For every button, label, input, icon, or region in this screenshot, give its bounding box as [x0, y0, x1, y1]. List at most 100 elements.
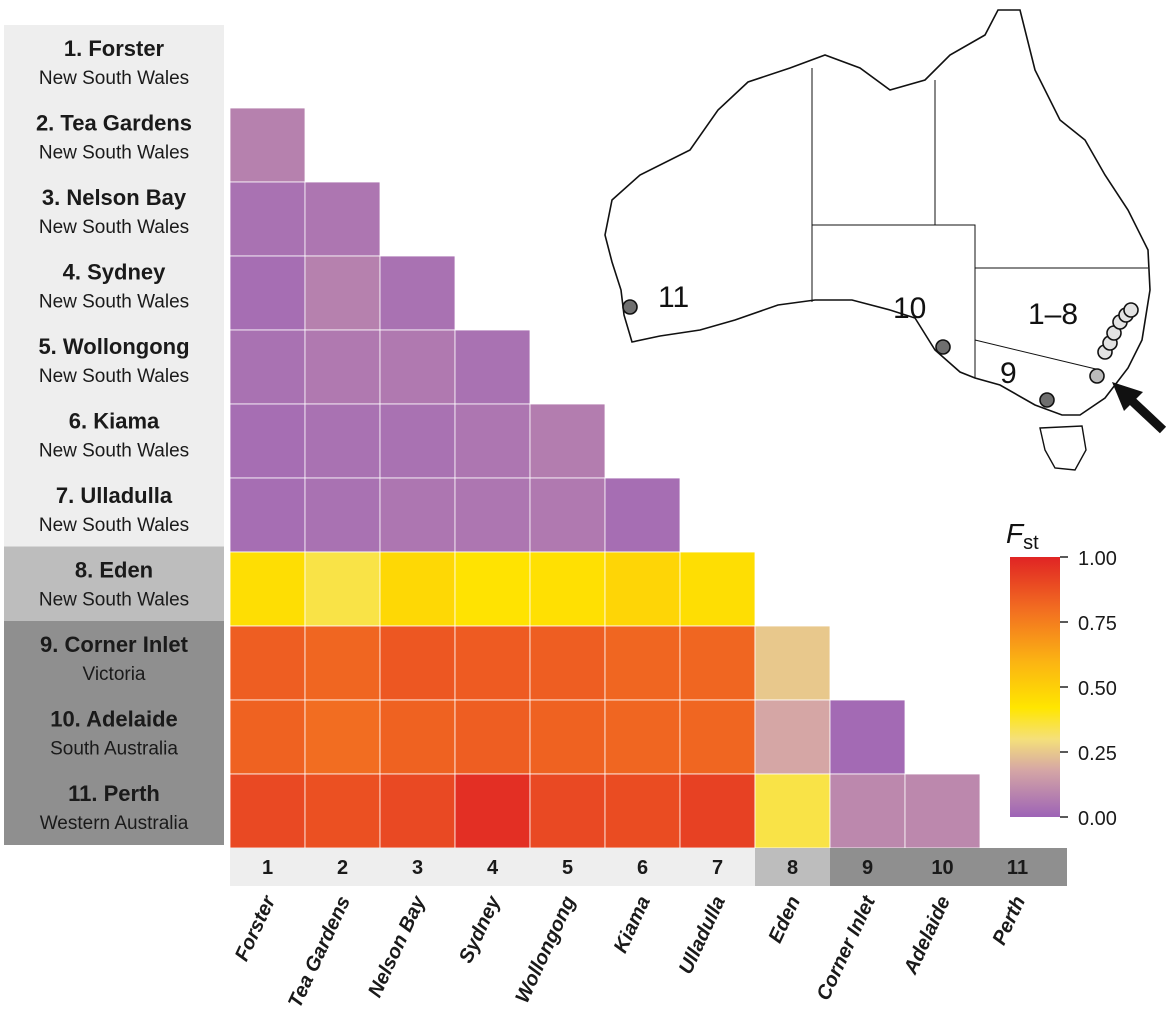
column-number: 5: [562, 857, 573, 879]
heatmap-cell: [679, 551, 756, 627]
column-site-name: Perth: [988, 893, 1030, 949]
heatmap-cell: [379, 625, 456, 701]
row-label-region: New South Wales: [39, 143, 189, 164]
column-site-name: Tea Gardens: [284, 893, 355, 1011]
heatmap-cell: [454, 773, 531, 849]
color-legend: Fst 1.00 0.75 0.50 0.25 0.00: [1006, 518, 1117, 830]
heatmap-cell: [679, 773, 756, 849]
heatmap-cell: [304, 403, 381, 479]
column-number: 8: [787, 857, 798, 879]
row-label-site: 8. Eden: [75, 558, 153, 583]
column-site-name: Wollongong: [511, 893, 580, 1007]
heatmap-cell: [229, 477, 306, 553]
row-label-site: 3. Nelson Bay: [42, 185, 187, 210]
heatmap-cell: [304, 773, 381, 849]
row-label-site: 10. Adelaide: [50, 707, 178, 732]
heatmap-cell: [529, 551, 606, 627]
row-label-background: [4, 695, 224, 771]
heatmap-cell: [379, 329, 456, 405]
tasmania-outline: [1039, 425, 1087, 471]
heatmap-cell: [529, 477, 606, 553]
column-number: 10: [931, 857, 953, 879]
heatmap-cell: [529, 625, 606, 701]
heatmap-cell: [454, 477, 531, 553]
heatmap-cell: [454, 625, 531, 701]
heatmap-cell: [229, 403, 306, 479]
legend-tick-label: 0.50: [1078, 678, 1117, 700]
heatmap-cell: [529, 773, 606, 849]
heatmap-cell: [529, 699, 606, 775]
legend-tick-label: 0.25: [1078, 743, 1117, 765]
heatmap-cell: [604, 625, 681, 701]
legend-tick-label: 0.75: [1078, 613, 1117, 635]
heatmap-cell: [229, 773, 306, 849]
column-number-background: [230, 848, 305, 886]
column-label-panel: 1 Forster 2 Tea Gardens 3 Nelson Bay 4 Sydney 5 W…: [230, 848, 1067, 1011]
heatmap-cell: [679, 625, 756, 701]
row-label-site: 5. Wollongong: [38, 334, 189, 359]
row-label-site: 4. Sydney: [63, 260, 166, 285]
heatmap-cell: [454, 403, 531, 479]
map-point-nsw: [1123, 302, 1139, 318]
row-label-site: 11. Perth: [68, 781, 160, 806]
row-label-background: [4, 546, 224, 622]
heatmap-cell: [304, 329, 381, 405]
heatmap-cell: [229, 255, 306, 331]
column-number: 7: [712, 857, 723, 879]
column-number: 1: [262, 857, 273, 879]
column-number: 9: [862, 857, 873, 879]
map-label-adelaide: 10: [893, 292, 926, 325]
row-label-background: [4, 397, 224, 473]
row-label-background: [4, 25, 224, 100]
heatmap-cell: [454, 329, 531, 405]
arrow-icon: [1112, 382, 1167, 434]
row-label-panel: 1. Forster New South Wales 2. Tea Gardens N…: [4, 25, 224, 845]
column-number-background: [305, 848, 380, 886]
map-point-perth: [622, 299, 638, 315]
row-label-background: [4, 248, 224, 324]
row-label-region: New South Wales: [39, 68, 189, 89]
column-site-name: Corner Inlet: [813, 892, 881, 1004]
row-label-site: 6. Kiama: [69, 409, 160, 434]
heatmap-cell: [529, 403, 606, 479]
column-number-background: [605, 848, 680, 886]
column-site-name: Sydney: [455, 892, 505, 967]
legend-tick-label: 0.00: [1078, 808, 1117, 830]
heatmap-cell: [454, 551, 531, 627]
heatmap-cell: [754, 699, 831, 775]
heatmap-cell: [304, 255, 381, 331]
row-label-site: 1. Forster: [64, 36, 165, 61]
column-site-name: Forster: [231, 892, 281, 965]
column-number-background: [530, 848, 605, 886]
heatmap-cell: [229, 625, 306, 701]
column-number-background: [755, 848, 830, 886]
heatmap-cells: [229, 107, 981, 849]
row-label-region: South Australia: [50, 739, 178, 760]
heatmap-cell: [604, 477, 681, 553]
heatmap-cell: [829, 699, 906, 775]
column-number: 11: [1007, 857, 1028, 879]
heatmap-cell: [379, 551, 456, 627]
legend-color-bar: [1010, 557, 1060, 817]
heatmap-cell: [604, 773, 681, 849]
row-label-region: New South Wales: [39, 292, 189, 313]
heatmap-cell: [379, 699, 456, 775]
state-borders: [811, 68, 1148, 378]
map-point-corner-inlet: [1039, 392, 1055, 408]
row-label-site: 9. Corner Inlet: [40, 632, 189, 657]
heatmap-cell: [754, 625, 831, 701]
row-label-background: [4, 99, 224, 175]
heatmap-cell: [229, 181, 306, 257]
column-site-name: Adelaide: [899, 893, 955, 979]
heatmap-cell: [229, 699, 306, 775]
heatmap-cell: [604, 551, 681, 627]
heatmap-cell: [379, 773, 456, 849]
map-label-nsw-sites: 1–8: [1028, 298, 1078, 331]
column-number-background: [380, 848, 455, 886]
row-label-region: New South Wales: [39, 590, 189, 611]
column-site-name: Eden: [764, 893, 805, 947]
column-number-background: [905, 848, 980, 886]
row-label-region: New South Wales: [39, 441, 189, 462]
heatmap-cell: [229, 551, 306, 627]
